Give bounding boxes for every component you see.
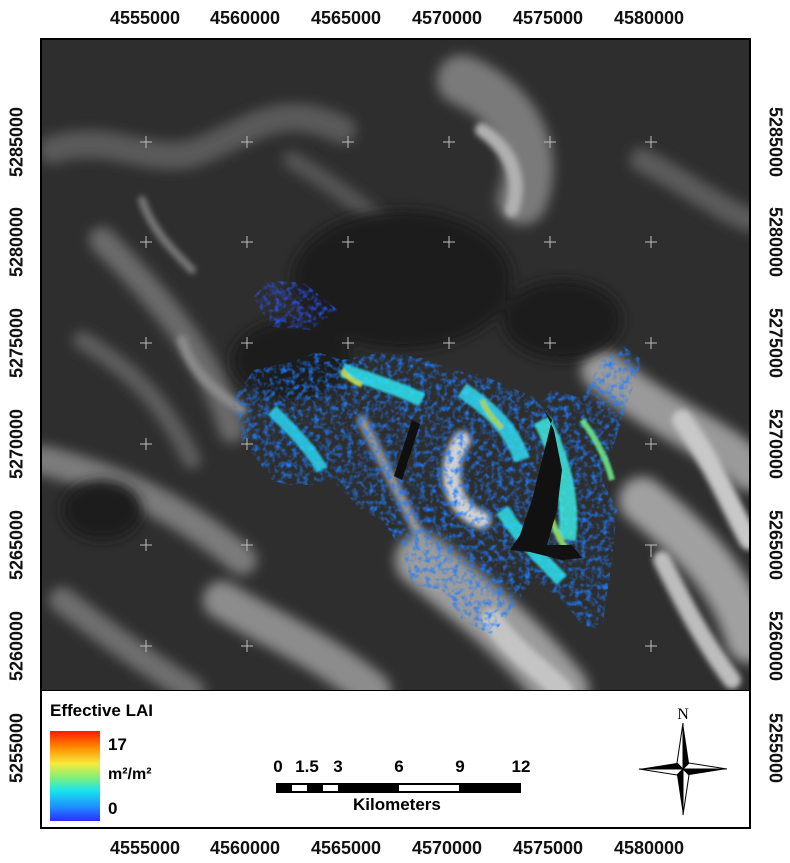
x-tick-top-3: 4565000 [310, 8, 382, 28]
scale-bar [276, 783, 521, 793]
y-tick-right-1: 5285000 [765, 106, 786, 178]
legend-max-label: 17 [108, 735, 127, 754]
north-arrow-icon: N [638, 706, 728, 816]
legend-min-label: 0 [108, 799, 118, 818]
x-tick-bottom-3: 4565000 [310, 838, 382, 858]
x-tick-bottom-1: 4555000 [109, 838, 181, 858]
y-tick-right-2: 5280000 [765, 206, 786, 278]
x-tick-bottom-6: 4580000 [613, 838, 685, 858]
elevation-hillshade-map [42, 40, 749, 691]
x-tick-top-6: 4580000 [613, 8, 685, 28]
lai-overlay [232, 280, 642, 635]
scale-bar-unit: Kilometers [353, 795, 441, 814]
y-tick-left-7: 5255000 [6, 712, 27, 784]
x-tick-bottom-2: 4560000 [209, 838, 281, 858]
north-label: N [677, 706, 689, 723]
scale-label-9: 9 [455, 757, 465, 776]
y-tick-left-5: 5265000 [6, 509, 27, 581]
y-tick-left-6: 5260000 [6, 610, 27, 682]
y-tick-right-6: 5260000 [765, 610, 786, 682]
x-tick-top-1: 4555000 [109, 8, 181, 28]
y-tick-right-5: 5265000 [765, 509, 786, 581]
scale-label-12: 12 [511, 757, 531, 776]
lai-color-ramp [50, 731, 100, 821]
scale-label-0: 0 [273, 757, 283, 776]
y-tick-right-4: 5270000 [765, 408, 786, 480]
lake [510, 410, 582, 560]
x-tick-bottom-5: 4575000 [512, 838, 584, 858]
x-tick-top-5: 4575000 [512, 8, 584, 28]
legend-panel: Effective LAI 17 m²/m² 0 0 1.5 3 6 9 12 … [42, 690, 749, 827]
y-tick-right-7: 5255000 [765, 712, 786, 784]
legend-unit-label: m²/m² [108, 766, 152, 783]
y-tick-left-2: 5280000 [6, 206, 27, 278]
x-tick-top-2: 4560000 [209, 8, 281, 28]
y-tick-left-1: 5285000 [6, 106, 27, 178]
scale-label-1-5: 1.5 [295, 757, 319, 776]
x-tick-top-4: 4570000 [411, 8, 483, 28]
y-tick-left-4: 5270000 [6, 408, 27, 480]
map-frame: Effective LAI 17 m²/m² 0 0 1.5 3 6 9 12 … [40, 38, 751, 829]
legend-title: Effective LAI [50, 701, 153, 720]
scale-label-6: 6 [394, 757, 404, 776]
y-tick-left-3: 5275000 [6, 307, 27, 379]
y-tick-right-3: 5275000 [765, 307, 786, 379]
x-tick-bottom-4: 4570000 [411, 838, 483, 858]
scale-label-3: 3 [333, 757, 343, 776]
